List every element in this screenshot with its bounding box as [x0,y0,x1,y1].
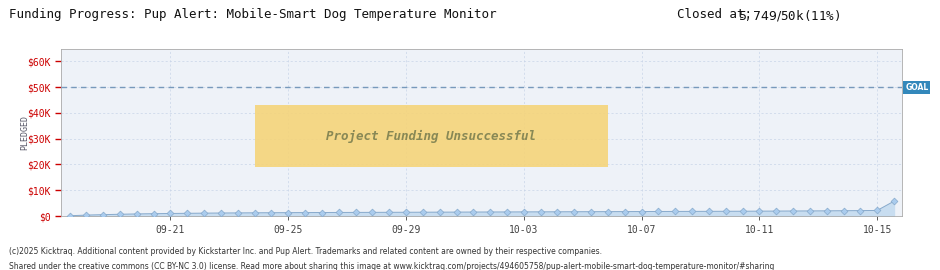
Point [870,208,885,212]
Point [331,210,346,215]
Point [247,211,262,215]
Text: Funding Progress: Pup Alert: Mobile-Smart Dog Temperature Monitor: Funding Progress: Pup Alert: Mobile-Smar… [9,8,497,21]
Text: Closed at:: Closed at: [677,8,767,21]
Text: Project Funding Unsuccessful: Project Funding Unsuccessful [326,130,537,143]
Point [819,209,834,213]
Point [718,209,733,213]
Point [769,209,784,213]
Point [230,211,245,215]
Point [886,199,901,203]
Point [567,210,582,214]
Point [264,211,279,215]
Point [836,208,851,213]
Point [281,211,296,215]
Point [684,209,699,214]
Point [96,212,111,217]
Text: Shared under the creative commons (CC BY-NC 3.0) license. Read more about sharin: Shared under the creative commons (CC BY… [9,262,775,270]
Point [348,210,363,215]
Point [196,211,212,215]
Point [213,211,228,215]
Text: $5,749 /  $50k(11%): $5,749 / $50k(11%) [738,8,840,23]
Point [533,210,548,214]
Point [399,210,414,214]
Point [298,210,313,215]
Point [584,210,599,214]
Point [499,210,514,214]
Point [130,212,145,216]
Point [618,210,633,214]
Point [113,212,128,217]
Point [79,213,94,217]
Text: (c)2025 Kicktraq. Additional content provided by Kickstarter Inc. and Pup Alert.: (c)2025 Kicktraq. Additional content pro… [9,247,603,256]
Point [146,211,161,216]
Point [667,209,682,214]
Point [180,211,195,215]
Point [163,211,178,216]
Point [601,210,616,214]
Point [550,210,565,214]
Point [415,210,431,214]
Point [382,210,397,214]
Point [365,210,380,215]
Point [482,210,497,214]
Point [314,210,329,215]
Y-axis label: PLEDGED: PLEDGED [20,115,29,150]
Point [752,209,767,213]
Point [650,209,666,214]
Point [62,214,77,218]
Point [853,208,868,213]
FancyBboxPatch shape [255,105,608,167]
Point [432,210,447,214]
Point [786,209,801,213]
Point [701,209,716,214]
Point [735,209,750,213]
Point [449,210,464,214]
Point [516,210,531,214]
Point [803,209,818,213]
Text: GOAL: GOAL [905,83,929,92]
Point [634,209,650,214]
Point [466,210,481,214]
